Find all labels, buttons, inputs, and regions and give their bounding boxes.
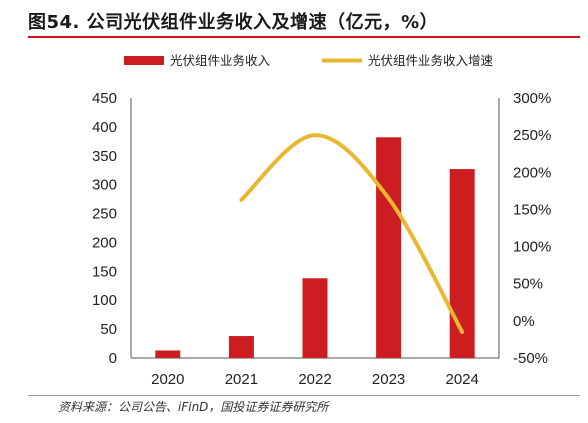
x-tick-label: 2023 <box>372 371 405 388</box>
source-rule <box>28 395 580 396</box>
bar-2021 <box>228 336 254 358</box>
x-tick-label: 2024 <box>446 371 479 388</box>
source-note: 资料来源：公司公告、iFinD，国投证券证券研究所 <box>58 400 329 414</box>
left-tick-label: 50 <box>100 321 117 338</box>
bars <box>155 137 475 358</box>
left-tick-label: 200 <box>92 234 117 251</box>
legend-label-revenue: 光伏组件业务收入 <box>170 53 271 68</box>
bar-2022 <box>302 278 328 358</box>
left-tick-label: 250 <box>92 206 117 223</box>
right-tick-label: 0% <box>513 313 535 330</box>
growth-line <box>239 133 465 334</box>
right-tick-label: 250% <box>513 127 551 144</box>
left-tick-label: 100 <box>92 292 117 309</box>
legend: 光伏组件业务收入 光伏组件业务收入增速 <box>124 53 494 68</box>
x-tick-label: 2021 <box>225 371 258 388</box>
left-tick-label: 0 <box>109 350 117 367</box>
left-tick-label: 300 <box>92 177 117 194</box>
left-tick-label: 400 <box>92 119 117 136</box>
right-tick-label: 150% <box>513 201 551 218</box>
bar-2024 <box>449 169 475 358</box>
growth-line-series <box>239 133 465 334</box>
legend-swatch-revenue <box>124 56 164 65</box>
legend-label-growth: 光伏组件业务收入增速 <box>368 53 494 68</box>
right-tick-label: 50% <box>513 276 543 293</box>
left-tick-label: 450 <box>92 90 117 107</box>
right-axis-ticks: -50% 0% 50% 100% 150% 200% 250% 300% <box>513 90 551 367</box>
right-tick-label: -50% <box>513 350 548 367</box>
x-tick-label: 2022 <box>298 371 331 388</box>
chart: 光伏组件业务收入 光伏组件业务收入增速 0 50 100 150 200 250 300 35… <box>92 53 551 388</box>
bar-2023 <box>376 137 402 358</box>
bar-2020 <box>155 350 181 358</box>
left-axis-ticks: 0 50 100 150 200 250 300 350 400 450 <box>92 90 117 367</box>
x-axis-ticks: 2020 2021 2022 2023 2024 <box>151 371 479 388</box>
figure-title: 图54. 公司光伏组件业务收入及增速（亿元，%） <box>28 12 439 33</box>
left-tick-label: 350 <box>92 148 117 165</box>
title-rule <box>28 36 580 38</box>
right-tick-label: 200% <box>513 164 551 181</box>
left-tick-label: 150 <box>92 263 117 280</box>
right-tick-label: 300% <box>513 90 551 107</box>
x-tick-label: 2020 <box>151 371 184 388</box>
right-tick-label: 100% <box>513 239 551 256</box>
